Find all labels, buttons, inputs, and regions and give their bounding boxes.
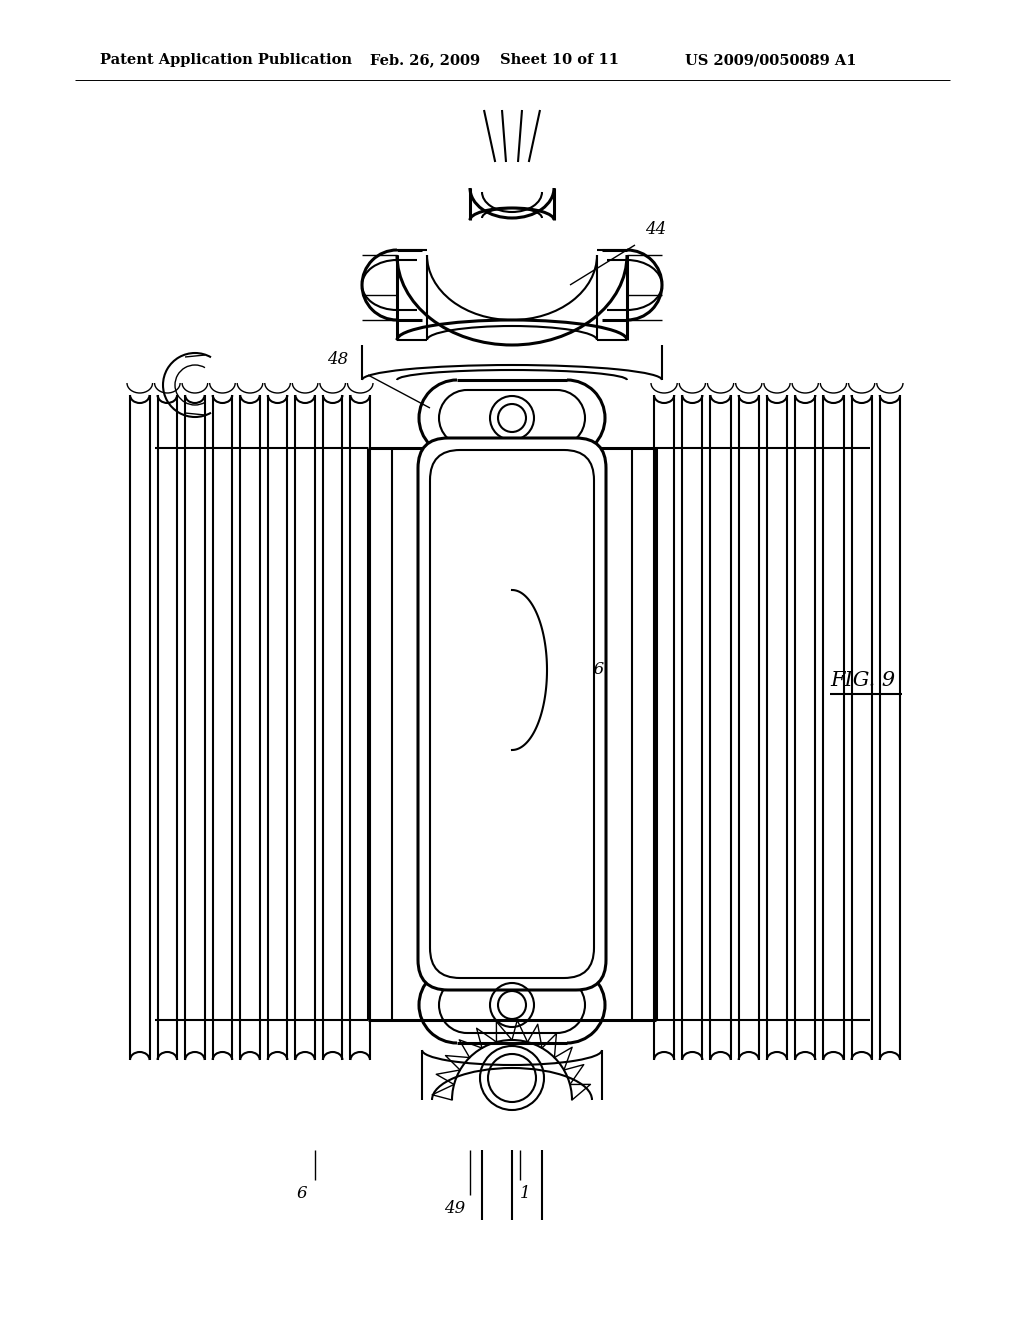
Circle shape bbox=[494, 502, 530, 539]
FancyBboxPatch shape bbox=[430, 450, 594, 978]
Text: 6: 6 bbox=[297, 1185, 307, 1203]
Text: 44: 44 bbox=[645, 222, 667, 239]
Circle shape bbox=[494, 822, 530, 858]
Text: Patent Application Publication: Patent Application Publication bbox=[100, 53, 352, 67]
Text: 48: 48 bbox=[327, 351, 348, 368]
Text: FIG. 9: FIG. 9 bbox=[830, 671, 895, 689]
Text: A: A bbox=[456, 636, 468, 653]
Text: 46: 46 bbox=[583, 661, 604, 678]
Text: 1: 1 bbox=[520, 1185, 530, 1203]
FancyBboxPatch shape bbox=[418, 438, 606, 990]
Text: US 2009/0050089 A1: US 2009/0050089 A1 bbox=[685, 53, 856, 67]
Text: Sheet 10 of 11: Sheet 10 of 11 bbox=[500, 53, 618, 67]
Circle shape bbox=[501, 594, 523, 616]
Text: 49: 49 bbox=[444, 1200, 466, 1217]
Text: Feb. 26, 2009: Feb. 26, 2009 bbox=[370, 53, 480, 67]
